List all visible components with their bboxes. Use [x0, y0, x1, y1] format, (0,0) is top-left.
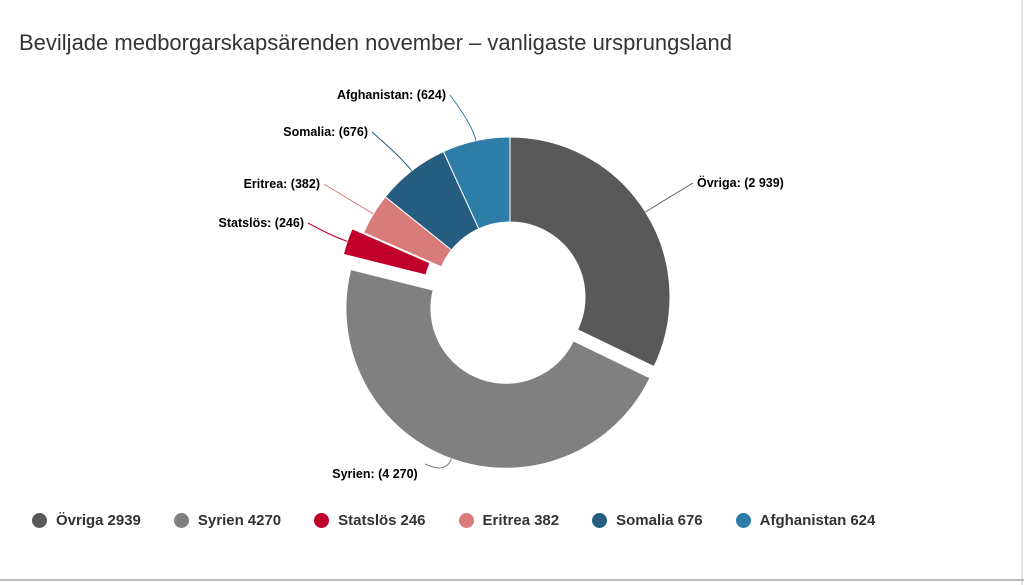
legend-value: 676 [677, 512, 703, 529]
legend-label: Statslös [338, 512, 397, 529]
legend-item-eritrea[interactable]: Eritrea 382 [458, 512, 560, 529]
data-labels-group: Övriga: (2 939) Syrien: (4 270) Statslös: … [219, 88, 784, 481]
connectors-group [307, 94, 694, 469]
legend-dot-icon [458, 513, 474, 528]
data-label-statslös: Statslös: (246) [219, 216, 304, 230]
legend-dot-icon [314, 513, 330, 528]
legend-label: Eritrea [482, 512, 531, 529]
bottom-divider [0, 579, 1024, 581]
legend-value: 624 [850, 512, 876, 529]
legend: Övriga 2939 Syrien 4270 Statslös 246 Eritre… [32, 512, 908, 529]
legend-value: 382 [534, 512, 560, 529]
label-connector-afghanistan [449, 94, 477, 141]
data-label-eritrea: Eritrea: (382) [244, 177, 320, 191]
data-label-syrien: Syrien: (4 270) [332, 467, 417, 481]
legend-value: 4270 [247, 512, 282, 529]
legend-dot-icon [32, 513, 47, 528]
legend-value: 2939 [107, 512, 141, 529]
chart-title: Beviljade medborgarskapsärenden november… [19, 30, 732, 55]
donut-slice-statslös[interactable] [342, 228, 431, 276]
label-connector-somalia [371, 131, 413, 172]
legend-dot-icon [173, 513, 189, 528]
legend-item-afghanistan[interactable]: Afghanistan 624 [735, 512, 876, 529]
label-connector-statslös [307, 222, 348, 242]
legend-dot-icon [592, 513, 608, 528]
legend-item-statslos[interactable]: Statslös 246 [314, 512, 426, 529]
legend-label: Somalia [616, 512, 674, 529]
legend-item-somalia[interactable]: Somalia 676 [592, 512, 703, 529]
label-connector-syrien [424, 458, 452, 469]
donut-slice-afghanistan[interactable] [442, 136, 511, 230]
slices-group [342, 136, 671, 469]
legend-item-ovriga[interactable]: Övriga 2939 [32, 512, 141, 529]
label-connector-övriga [645, 182, 694, 213]
legend-dot-icon [735, 513, 751, 528]
frame-edge [1021, 0, 1023, 585]
data-label-somalia: Somalia: (676) [283, 125, 368, 139]
data-label-övriga: Övriga: (2 939) [697, 175, 784, 190]
legend-label: Afghanistan [759, 512, 847, 529]
data-label-afghanistan: Afghanistan: (624) [337, 88, 446, 102]
donut-slice-syrien[interactable] [345, 268, 651, 469]
label-connector-eritrea [323, 183, 374, 215]
donut-slice-övriga[interactable] [509, 136, 671, 368]
legend-label: Övriga [56, 512, 104, 529]
legend-item-syrien[interactable]: Syrien 4270 [173, 512, 282, 529]
legend-label: Syrien [197, 512, 244, 529]
legend-value: 246 [400, 512, 426, 529]
